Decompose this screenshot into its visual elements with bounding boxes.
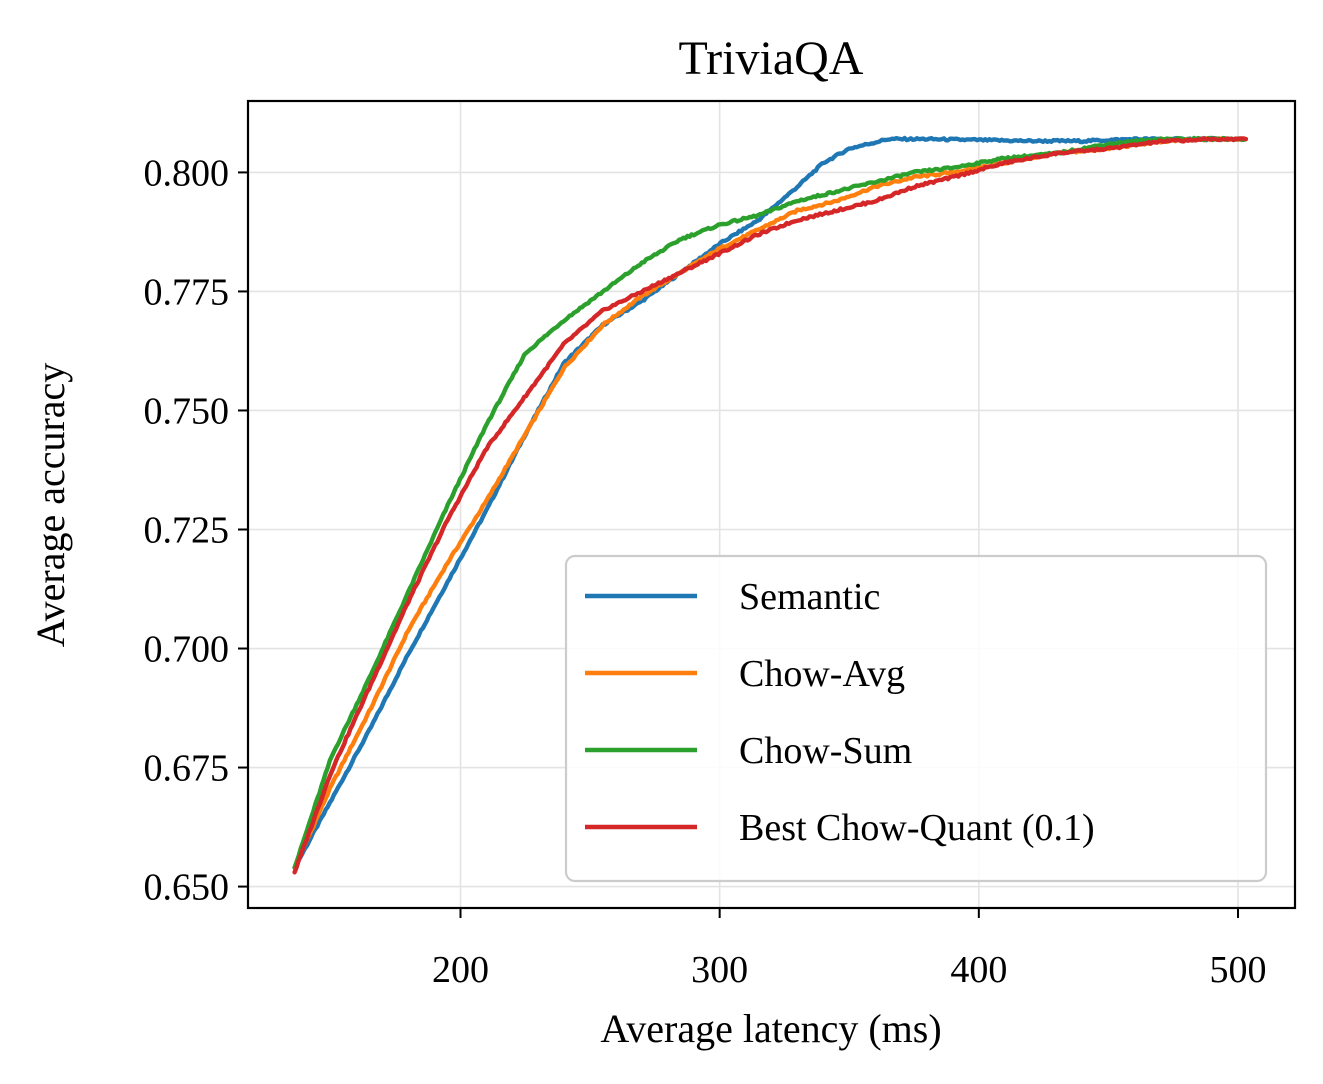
legend-box (564, 554, 1268, 883)
plot-frame (246, 99, 1297, 910)
legend: Semantic Chow-Avg Chow-Sum Best Chow-Quant … (564, 554, 1268, 883)
series-line-3 (292, 135, 1249, 870)
legend-label: Chow-Avg (739, 653, 905, 695)
legend-label: Best Chow-Quant (0.1) (739, 807, 1095, 849)
series-layer (292, 135, 1249, 875)
y-tick-label: 0.775 (144, 271, 230, 313)
y-tick-label: 0.750 (144, 390, 230, 432)
x-tick-label: 200 (432, 949, 489, 991)
legend-label: Chow-Sum (739, 730, 912, 772)
y-tick-label: 0.700 (144, 629, 230, 671)
y-axis-label: Average accuracy (28, 363, 73, 648)
series-line-4 (292, 136, 1249, 875)
x-tick-label: 400 (950, 949, 1007, 991)
chart-title: TriviaQA (679, 32, 864, 85)
x-tick-label: 300 (691, 949, 748, 991)
x-axis-label: Average latency (ms) (600, 1006, 941, 1051)
y-tick-label: 0.725 (144, 509, 230, 551)
x-tick-label: 500 (1209, 949, 1266, 991)
y-tick-label: 0.675 (144, 748, 230, 790)
y-tick-label: 0.800 (144, 152, 230, 194)
y-tick-label: 0.650 (144, 867, 230, 909)
legend-label: Semantic (739, 576, 880, 618)
axis-ticks: 200 300 400 500 0.650 0.675 0.700 0.725 0.750 0.7… (144, 152, 1267, 991)
